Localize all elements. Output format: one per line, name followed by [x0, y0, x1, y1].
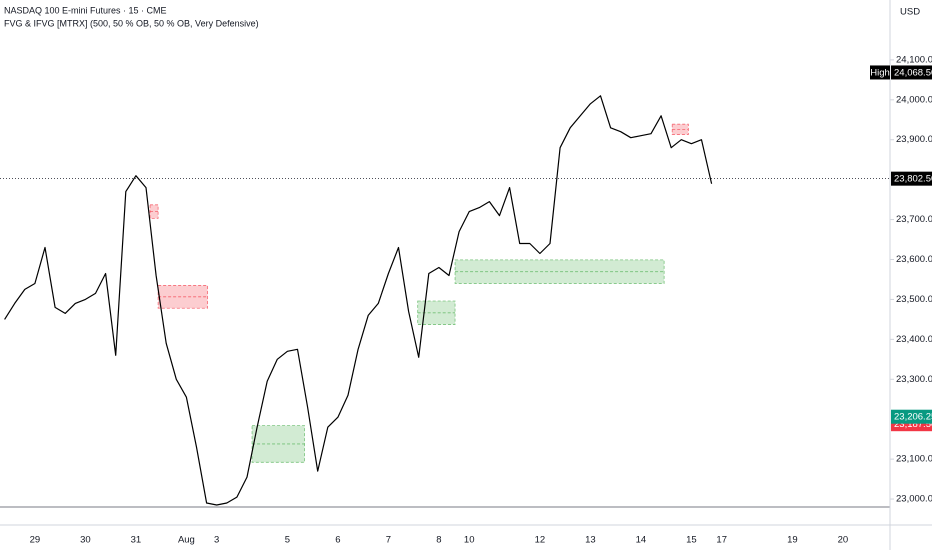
price-marker-label: 23,802.50 — [894, 174, 932, 185]
x-tick-label: 19 — [787, 535, 798, 546]
x-tick-label: 7 — [386, 535, 391, 546]
x-tick-label: 10 — [464, 535, 475, 546]
x-tick-label: 6 — [335, 535, 340, 546]
y-tick-label: 24,000.00 — [896, 94, 932, 105]
fvg-zone — [157, 285, 209, 309]
x-tick-label: 12 — [535, 535, 546, 546]
y-tick-label: 23,900.00 — [896, 134, 932, 145]
price-marker-label: 23,206.25 — [894, 412, 932, 423]
price-marker — [891, 171, 932, 186]
price-line — [4, 95, 713, 506]
x-tick-label: 8 — [436, 535, 441, 546]
x-tick-label: 29 — [30, 535, 41, 546]
marker-tag — [870, 65, 890, 80]
x-tick-label: 17 — [716, 535, 727, 546]
y-tick-label: 23,100.00 — [896, 454, 932, 465]
y-tick-label: 23,700.00 — [896, 214, 932, 225]
x-tick-label: 31 — [131, 535, 142, 546]
plot-area — [0, 95, 890, 506]
y-tick-label: 23,300.00 — [896, 374, 932, 385]
x-tick-label: 20 — [838, 535, 849, 546]
y-tick-label: 23,400.00 — [896, 334, 932, 345]
x-tick-label: 30 — [80, 535, 91, 546]
y-tick-label: 23,600.00 — [896, 254, 932, 265]
fvg-zone — [454, 259, 665, 284]
currency[interactable]: USD — [900, 7, 920, 18]
x-tick-label: 13 — [585, 535, 596, 546]
y-tick-label: 23,000.00 — [896, 494, 932, 505]
price-marker — [891, 65, 932, 80]
x-tick-label: 5 — [285, 535, 290, 546]
price-marker-label: 24,068.50 — [894, 67, 932, 78]
marker-tag-label: High — [870, 67, 890, 78]
y-tick-label: 23,500.00 — [896, 294, 932, 305]
x-tick-label: Aug — [178, 535, 195, 546]
x-tick-label: 3 — [214, 535, 219, 546]
price-marker-label: 23,187.50 — [894, 419, 932, 430]
x-tick-label: 15 — [686, 535, 697, 546]
y-tick-label: 24,100.00 — [896, 54, 932, 65]
indicator-title: FVG & IFVG [MTRX] (500, 50 % OB, 50 % OB… — [4, 18, 259, 28]
chart-title: NASDAQ 100 E-mini Futures · 15 · CME — [4, 5, 167, 15]
x-tick-label: 14 — [636, 535, 647, 546]
price-marker — [891, 409, 932, 424]
